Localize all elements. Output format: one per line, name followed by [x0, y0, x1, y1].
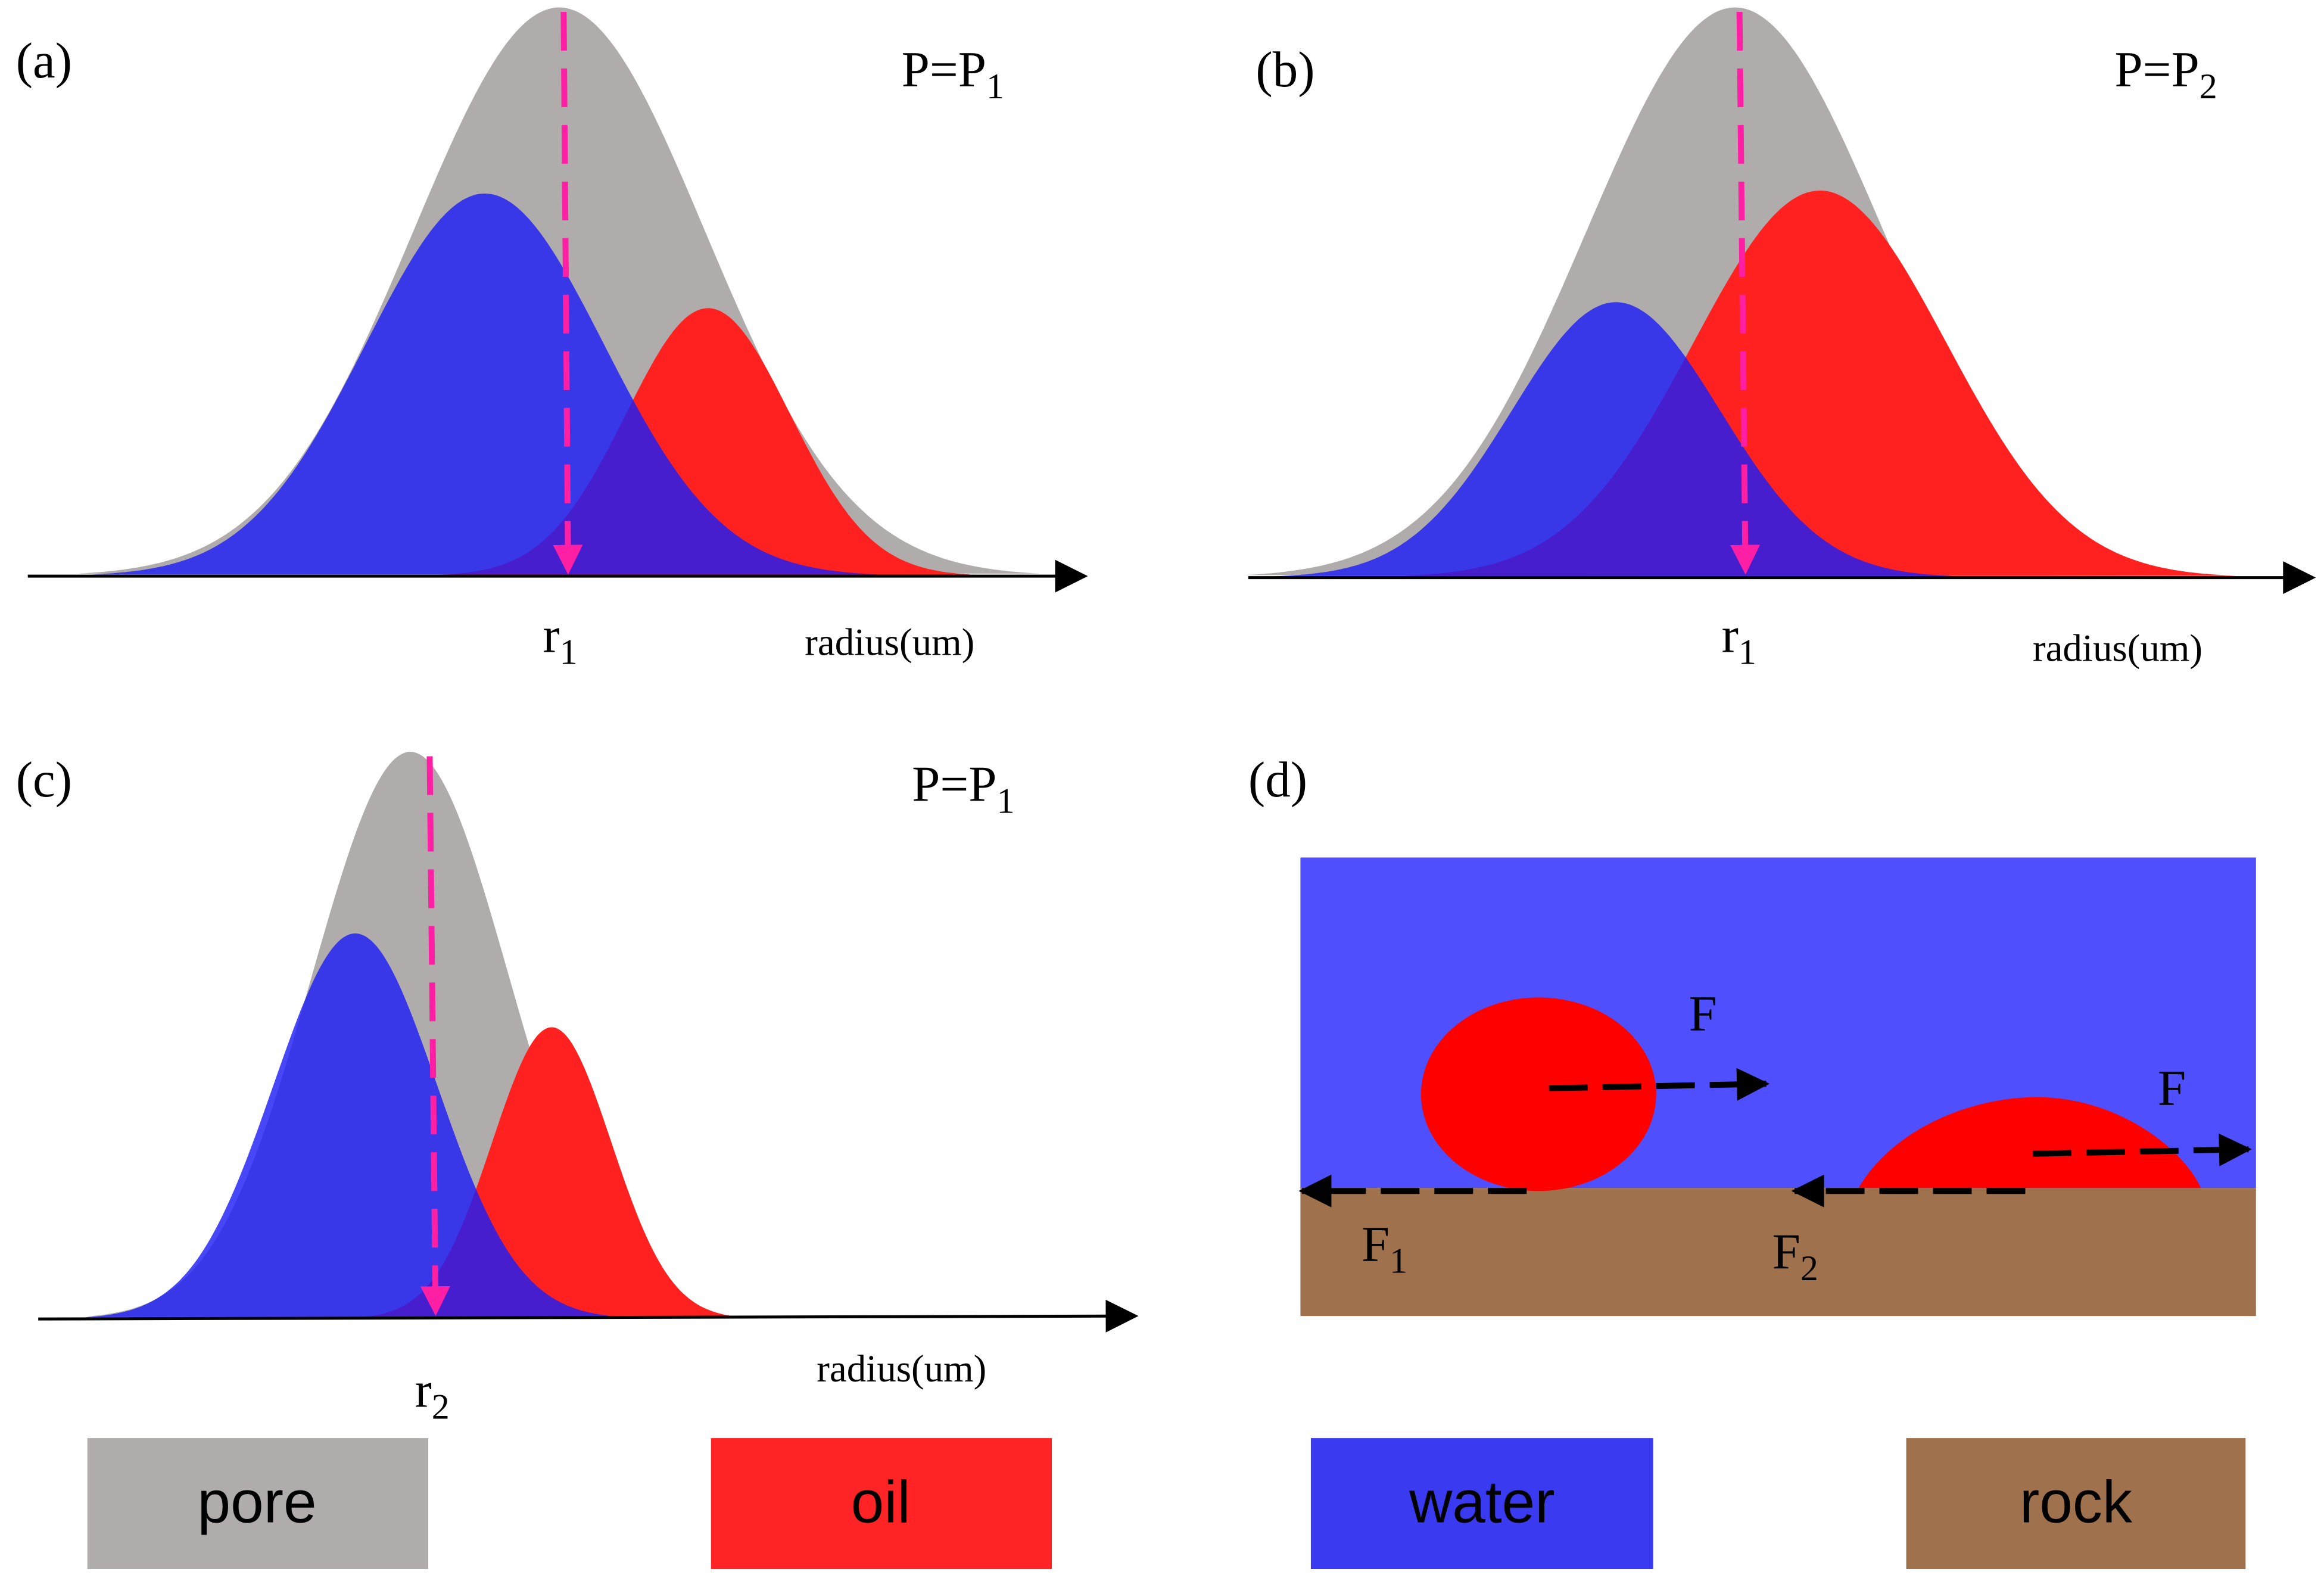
- radius-arrow: [553, 11, 583, 575]
- rock-region: [1300, 1188, 2256, 1317]
- radius-label: r1: [1722, 608, 1756, 672]
- legend-label: oil: [851, 1469, 911, 1535]
- legend-label: pore: [198, 1469, 317, 1535]
- axis-label: radius(um): [805, 621, 974, 664]
- force-label: F: [2158, 1060, 2186, 1116]
- axis: [38, 1299, 1139, 1333]
- panel-label: (b): [1256, 42, 1314, 98]
- legend-label: rock: [2020, 1469, 2133, 1535]
- oil-droplet: [1420, 997, 1656, 1191]
- force-arrow: [2032, 1133, 2252, 1166]
- legend-swatch: [87, 1438, 428, 1570]
- radius-label: r2: [415, 1362, 449, 1427]
- force-arrow: [1549, 1068, 1770, 1101]
- distribution-curve: [85, 933, 624, 1318]
- legend-swatch: [1906, 1438, 2246, 1570]
- axis-label: radius(um): [2033, 627, 2202, 670]
- distributions: [77, 7, 2236, 1318]
- radius-arrow: [420, 756, 450, 1317]
- legend-label: water: [1409, 1469, 1554, 1535]
- axis-label: radius(um): [817, 1348, 986, 1390]
- distribution-curve: [1272, 302, 1960, 577]
- panel-label: (a): [16, 33, 72, 89]
- radius-label: r1: [543, 608, 577, 672]
- panel-label: (c): [16, 752, 72, 808]
- distribution-curve: [92, 193, 878, 575]
- legend-swatch: [1310, 1438, 1653, 1570]
- force-label: F: [1689, 985, 1717, 1041]
- panel-label: (d): [1248, 752, 1307, 808]
- force-label: F1: [1362, 1216, 1407, 1281]
- force-label: F2: [1772, 1224, 1818, 1288]
- pressure-label: P=P1: [902, 42, 1004, 106]
- oil-droplet: [1858, 1097, 2201, 1188]
- radius-arrow: [1730, 11, 1761, 575]
- pressure-label: P=P2: [2114, 42, 2217, 106]
- pressure-label: P=P1: [912, 756, 1014, 820]
- legend-swatch: [711, 1438, 1052, 1570]
